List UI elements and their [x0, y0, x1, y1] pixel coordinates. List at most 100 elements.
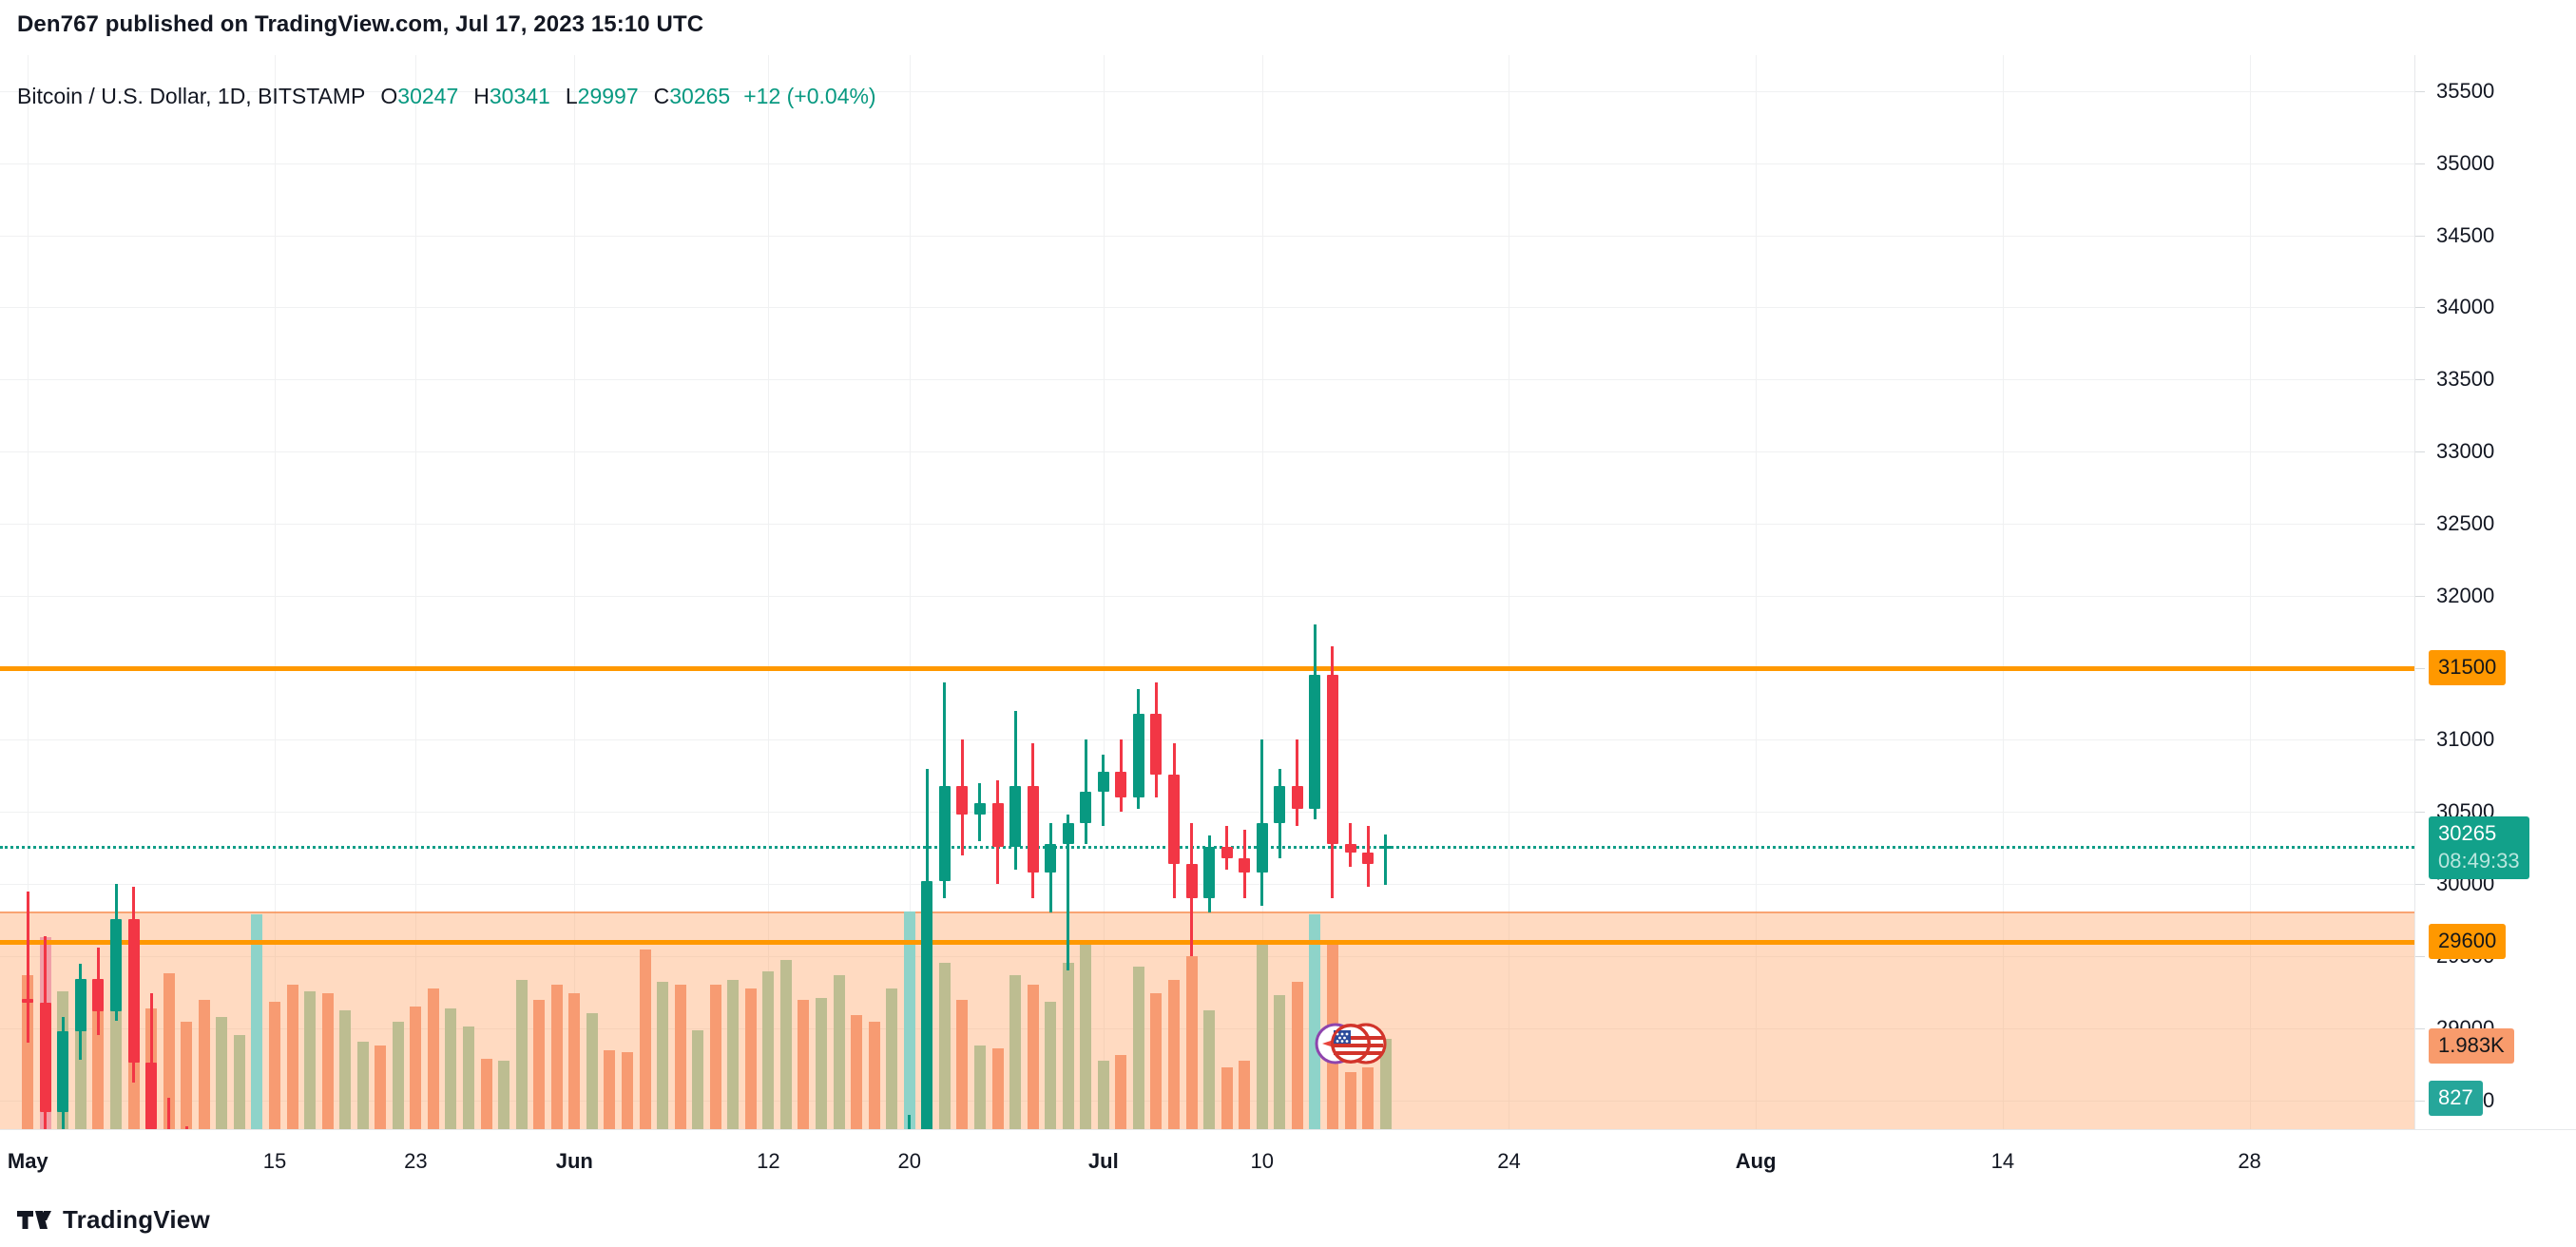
candle-body [1203, 846, 1216, 899]
candle-body [92, 979, 105, 1011]
candle-body [145, 1063, 158, 1129]
volume-bar [533, 999, 546, 1129]
candle-wick [26, 891, 29, 1043]
volume-bar [1203, 1010, 1216, 1129]
candle-wick [1384, 835, 1388, 885]
volume-bar [1256, 945, 1268, 1129]
candle-body [1132, 714, 1144, 798]
time-scale[interactable]: May 15 23 Jun 12 20 Jul 10 24 Aug 14 28 [0, 1129, 2576, 1188]
volume-bar [1132, 967, 1144, 1129]
last-price-value: 30265 [2438, 820, 2497, 845]
candle-body [1062, 823, 1074, 844]
candle-body [1115, 771, 1127, 798]
price-scale[interactable]: 2850029000295003000030500310003150032000… [2414, 55, 2576, 1129]
volume-bar [709, 984, 721, 1129]
time-tick-label: 10 [1250, 1149, 1275, 1173]
volume-bar [639, 949, 651, 1129]
gridline [1756, 55, 1758, 1129]
gridline [274, 55, 276, 1129]
volume-bar [198, 999, 210, 1129]
volume-ma-badge[interactable]: 1.983K [2429, 1028, 2514, 1065]
candle-wick [167, 1097, 171, 1129]
resistance-price-badge[interactable]: 31500 [2429, 650, 2507, 686]
volume-bar [356, 1041, 369, 1129]
time-tick-label: 14 [1990, 1149, 2015, 1173]
price-tick-label: 32500 [2436, 510, 2495, 535]
chart-legend[interactable]: Bitcoin / U.S. Dollar, 1D, BITSTAMP O3024… [17, 84, 876, 109]
price-tick-mark [2415, 812, 2425, 814]
last-price-badge[interactable]: 30265 08:49:33 [2429, 815, 2529, 879]
volume-bar [973, 1046, 986, 1129]
volume-bar [1168, 980, 1181, 1129]
candle-body [991, 803, 1004, 847]
price-tick-label: 32000 [2436, 583, 2495, 607]
tradingview-brand: TradingView [63, 1205, 210, 1234]
support-price-badge[interactable]: 29600 [2429, 924, 2507, 960]
volume-bar [727, 980, 740, 1129]
price-tick-mark [2415, 163, 2425, 164]
gridline [1261, 55, 1263, 1129]
gridline [0, 451, 2414, 453]
volume-bar [657, 982, 669, 1129]
candle-wick [149, 993, 153, 1129]
candle-body [1344, 843, 1356, 853]
volume-bar [833, 975, 845, 1129]
candle-body [127, 918, 140, 1064]
candle-body [938, 786, 951, 882]
volume-bar [410, 1006, 422, 1129]
price-tick-mark [2415, 955, 2425, 957]
volume-bar [568, 992, 581, 1129]
candle-body [1168, 774, 1181, 864]
time-tick-label: 15 [262, 1149, 287, 1173]
tradingview-logo-icon [17, 1210, 51, 1229]
resistance-line[interactable] [0, 665, 2414, 671]
volume-bar [903, 911, 915, 1129]
candle-body [1326, 675, 1338, 844]
time-tick-label: Jun [555, 1149, 593, 1173]
candle-wick [1296, 739, 1299, 827]
volume-bar [868, 1021, 880, 1129]
chart-plot-area[interactable] [0, 55, 2414, 1129]
price-tick-mark [2415, 1100, 2425, 1102]
support-line[interactable] [0, 939, 2414, 945]
volume-bar [1097, 1061, 1109, 1129]
volume-bar [851, 1015, 863, 1129]
volume-bar [1062, 962, 1074, 1129]
time-tick-label: 24 [1497, 1149, 1521, 1173]
time-tick-label: Aug [1735, 1149, 1777, 1173]
volume-bar [621, 1052, 633, 1129]
price-tick-label: 35500 [2436, 78, 2495, 103]
volume-bar [938, 962, 951, 1129]
price-tick-label: 31000 [2436, 727, 2495, 752]
candlestick-series [0, 55, 2414, 1129]
time-tick-label: 12 [757, 1149, 780, 1173]
price-tick-mark [2415, 235, 2425, 237]
volume-bar [1362, 1067, 1375, 1129]
candle-body [1309, 675, 1321, 810]
gridline [1103, 55, 1105, 1129]
time-tick-label: 28 [2238, 1149, 2261, 1173]
gridline [0, 307, 2414, 309]
gridline [768, 55, 770, 1129]
price-tick-mark [2415, 523, 2425, 525]
volume-bar [550, 984, 563, 1129]
legend-symbol: Bitcoin / U.S. Dollar, 1D, BITSTAMP [17, 84, 366, 108]
gridline [0, 235, 2414, 237]
volume-bar [604, 1049, 616, 1129]
tradingview-footer: TradingView [17, 1205, 210, 1235]
price-tick-label: 33500 [2436, 367, 2495, 392]
volume-bar [1291, 982, 1303, 1129]
price-tick-label: 34500 [2436, 222, 2495, 247]
candle-body [1150, 714, 1163, 775]
price-tick-label: 34000 [2436, 295, 2495, 319]
volume-bar [339, 1010, 352, 1129]
volume-bar [762, 970, 775, 1129]
volume-bar [1185, 955, 1198, 1129]
gridline [28, 55, 29, 1129]
gridline [0, 379, 2414, 381]
legend-close-value: 30265 [669, 84, 731, 108]
volume-last-badge[interactable]: 827 [2429, 1080, 2483, 1116]
volume-bar [1239, 1061, 1251, 1129]
volume-bar [1150, 992, 1163, 1129]
gridline [2249, 55, 2251, 1129]
